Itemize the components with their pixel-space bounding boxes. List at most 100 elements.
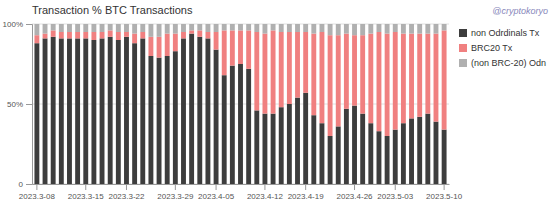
x-tick: 2023.4-26 (337, 184, 374, 201)
bar (108, 30, 113, 36)
bar (336, 126, 341, 184)
x-tick-mark (126, 184, 127, 190)
legend-item: non Odrdinals Tx (459, 28, 540, 38)
x-tick: 2023.3-15 (68, 184, 105, 201)
bar (173, 24, 178, 34)
bar (344, 24, 349, 34)
bar (205, 24, 210, 32)
bar (91, 24, 96, 32)
bar (434, 122, 439, 184)
bar (401, 34, 406, 124)
y-tick-label: 100% (3, 20, 23, 29)
bar (124, 24, 129, 32)
y-axis: 050%100% (3, 20, 33, 189)
bar (262, 34, 267, 114)
bar (393, 24, 398, 32)
x-tick: 2023.5-10 (426, 184, 463, 201)
bar (352, 106, 357, 184)
plot-area: 2023.3-08 2023.3-152023.3-22 2023.3-29 2023… (3, 20, 463, 201)
y-tick-mark (26, 184, 32, 185)
bar (100, 24, 105, 32)
x-tick: 2023.3-08 (19, 184, 56, 201)
legend: non Odrdinals TxBRC20 Tx(non BRC-20) Odn (459, 28, 546, 68)
bar-series (34, 30, 446, 136)
x-tick-mark (264, 184, 265, 190)
x-tick-label: 2023.3-29 (157, 192, 194, 201)
bar (132, 43, 137, 184)
x-tick-mark (175, 184, 176, 190)
bar (360, 24, 365, 35)
bar (173, 51, 178, 184)
bar (320, 32, 325, 123)
bar (352, 35, 357, 105)
title: Transaction % BTC Transactions (32, 4, 193, 16)
bar (442, 24, 447, 30)
bar (67, 24, 72, 32)
bar (246, 69, 251, 184)
bar (344, 109, 349, 184)
x-tick-label: 2023.4-19 (288, 192, 325, 201)
bar (189, 34, 194, 184)
bar (116, 32, 121, 40)
bar (254, 32, 259, 110)
legend-label: BRC20 Tx (471, 43, 513, 53)
bar (385, 34, 390, 136)
bar (34, 35, 39, 43)
bar (262, 24, 267, 34)
bar (59, 24, 64, 32)
bar (222, 30, 227, 75)
bar (336, 24, 341, 35)
bar (214, 24, 219, 32)
x-tick-label: 2023.4-05 (198, 192, 235, 201)
bar (51, 30, 56, 36)
x-tick-label: 2023.3-22 (108, 192, 145, 201)
bar (360, 35, 365, 113)
bar (132, 24, 137, 34)
bar (401, 24, 406, 34)
bar (116, 40, 121, 184)
x-tick-label: 2023.5-03 (377, 192, 414, 201)
y-tick-label: 50% (7, 100, 23, 109)
bar (377, 24, 382, 32)
bar (238, 24, 243, 30)
bar (409, 24, 414, 34)
bar (140, 32, 145, 38)
bar (385, 24, 390, 34)
bar (67, 38, 72, 184)
bar (434, 34, 439, 122)
bar (116, 24, 121, 32)
x-tick: 2023.4-12 (247, 184, 284, 201)
legend-label: non Odrdinals Tx (471, 28, 540, 38)
bar (368, 24, 373, 34)
x-tick-mark (305, 184, 306, 190)
bar (303, 32, 308, 93)
bar (425, 34, 430, 114)
bar (246, 24, 251, 30)
bar (83, 24, 88, 32)
bar (393, 130, 398, 184)
x-tick: 2023.3-29 (157, 184, 194, 201)
y-tick: 50% (7, 100, 32, 109)
bar (279, 24, 284, 32)
bar (43, 34, 48, 39)
bar (377, 32, 382, 131)
x-tick-label: 2023.5-10 (426, 192, 463, 201)
bar (262, 114, 267, 184)
bar (34, 43, 39, 184)
bar (75, 32, 80, 38)
bar (425, 24, 430, 34)
bar (303, 24, 308, 32)
y-axis-line (26, 25, 33, 185)
legend-swatch (459, 29, 467, 37)
legend-item: BRC20 Tx (459, 43, 513, 53)
bar (165, 24, 170, 34)
bar (75, 24, 80, 32)
bar (271, 114, 276, 184)
legend-swatch (459, 44, 467, 52)
bar (409, 34, 414, 119)
bar (295, 24, 300, 32)
bar (181, 24, 186, 32)
bar (442, 30, 447, 129)
bar (230, 24, 235, 30)
bar (108, 24, 113, 30)
